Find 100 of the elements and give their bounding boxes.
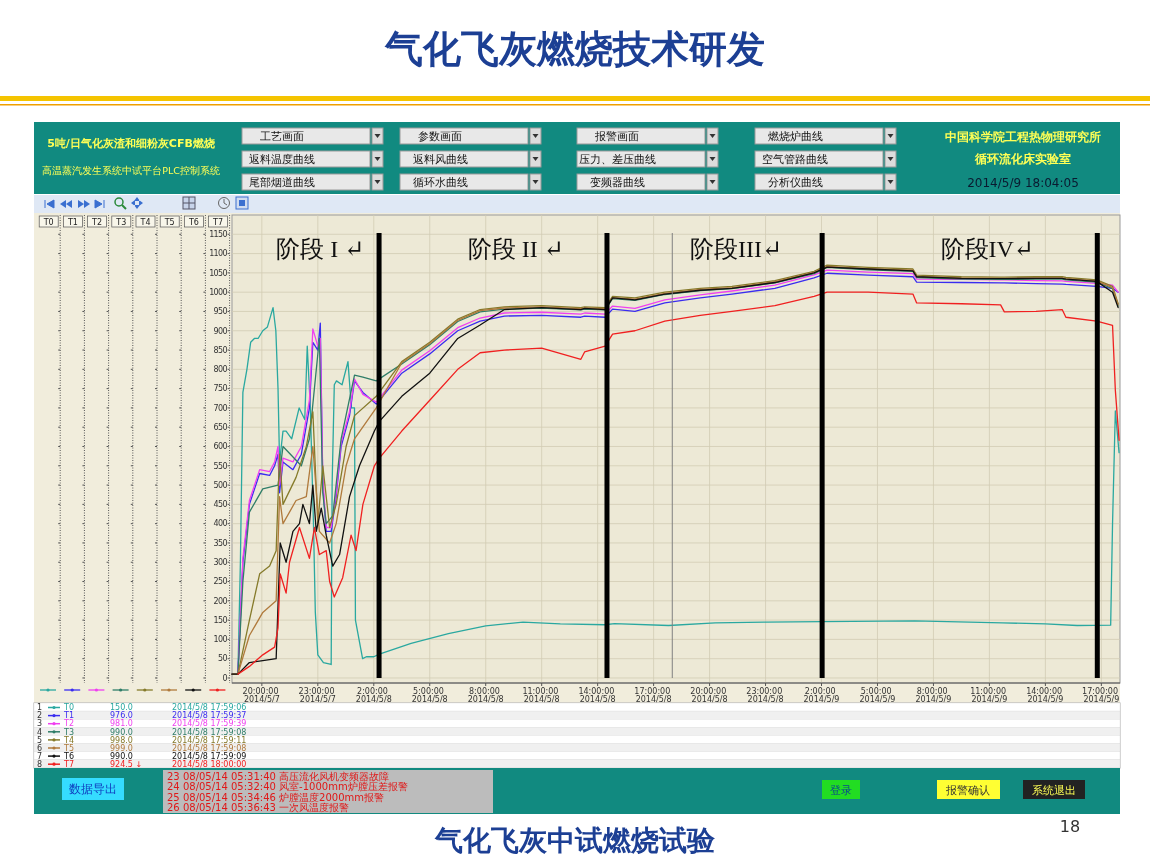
y-tick-label: 0 (222, 673, 228, 683)
x-tick-label: 20:00:00 2014/5/8 (690, 687, 729, 704)
text: 981.0 (110, 719, 133, 729)
y-tick-label: 850 (213, 345, 228, 355)
text: 系统退出 (1032, 784, 1076, 796)
legend-label: T6 (63, 751, 74, 761)
y-tick-label: 300 (213, 558, 228, 568)
text: 压力、差压曲线 (578, 153, 656, 165)
legend-label: T3 (63, 727, 74, 737)
text: 变频器曲线 (589, 176, 645, 188)
text: 999.0 (110, 743, 133, 753)
text: 5 (37, 735, 43, 745)
y-tick-label: 800 (213, 365, 228, 375)
x-tick-label: 8:00:00 2014/5/8 (467, 687, 504, 704)
legend-label: T4 (63, 735, 74, 745)
text: 4 (37, 727, 43, 737)
text: 循环流化床实验室 (974, 152, 1071, 166)
y-tick-label: 550 (213, 461, 228, 471)
text: T3 (116, 217, 127, 227)
y-tick-label: 650 (213, 423, 228, 432)
text: 25 08/05/14 05:34:46 炉膛温度2000mm报警 (167, 791, 385, 803)
y-tick-label: 50 (218, 654, 228, 664)
text: 2 (37, 711, 43, 721)
text: 2014/5/8 17:59:39 (172, 719, 247, 729)
text: 工艺画面 (260, 130, 304, 142)
text: 990.0 (110, 751, 133, 761)
legend-label: T0 (63, 703, 74, 713)
text: 23 08/05/14 05:31:40 高压流化风机变频器故障 (167, 771, 390, 782)
text: 6 (37, 743, 43, 753)
x-tick-label: 20:00:00 2014/5/7 (242, 687, 282, 704)
text: 998.0 (110, 735, 133, 745)
text: T2 (92, 217, 103, 227)
x-tick-label: 5:00:00 2014/5/9 (859, 687, 896, 704)
text: 登录 (830, 784, 852, 796)
y-tick-label: 200 (213, 596, 228, 606)
x-tick-label: 14:00:00 2014/5/9 (1026, 687, 1065, 704)
x-tick-label: 23:00:00 2014/5/7 (298, 687, 338, 704)
x-tick-label: 17:00:00 2014/5/8 (634, 687, 673, 704)
y-tick-label: 900 (213, 326, 228, 336)
text: 气化飞灰中试燃烧试验 (434, 824, 716, 857)
text: 2014/5/9 18:04:05 (967, 176, 1079, 190)
text: 分析仪曲线 (767, 176, 823, 188)
y-tick-label: 600 (213, 442, 228, 452)
text: 990.0 (110, 727, 133, 737)
text: T6 (188, 217, 199, 227)
x-tick-label: 5:00:00 2014/5/8 (411, 687, 448, 704)
text: 2014/5/8 17:59:06 (172, 703, 247, 713)
text: 尾部烟道曲线 (249, 176, 315, 188)
text: T4 (140, 217, 151, 227)
text: 2014/5/8 17:59:09 (172, 751, 247, 761)
text: 中国科学院工程热物理研究所 (945, 130, 1101, 144)
text: 燃烧炉曲线 (767, 130, 823, 142)
text: 空气管路曲线 (762, 153, 828, 165)
y-tick-label: 1100 (209, 249, 228, 259)
text: T1 (67, 217, 78, 227)
text: 返料风曲线 (412, 153, 468, 165)
x-tick-label: 11:00:00 2014/5/8 (522, 687, 561, 704)
legend-label: T2 (63, 719, 74, 729)
y-tick-label: 400 (213, 519, 228, 529)
text: 报警确认 (945, 784, 990, 796)
y-tick-label: 250 (213, 577, 228, 587)
ref-line-label: 阶段III↵ (690, 236, 783, 262)
y-tick-label: 1150 (209, 230, 228, 240)
x-tick-label: 17:00:00 2014/5/9 (1082, 687, 1121, 704)
text: 2014/5/8 17:59:11 (172, 735, 247, 745)
text: T7 (213, 217, 224, 227)
legend-label: T1 (63, 711, 74, 721)
text: 报警画面 (594, 130, 639, 142)
x-tick-label: 2:00:00 2014/5/8 (355, 687, 392, 704)
x-tick-label: 11:00:00 2014/5/9 (970, 687, 1009, 704)
text: 7 (37, 751, 43, 761)
text: 返料温度曲线 (249, 153, 315, 165)
ref-line-label: 阶段IV↵ (940, 236, 1034, 262)
y-tick-label: 500 (213, 480, 228, 490)
text: 1 (37, 703, 43, 713)
chart-title: 气化飞灰燃烧技术研发 (384, 27, 765, 71)
text: 976.0 (110, 711, 133, 721)
ref-line-label: 阶段 II ↵ (467, 236, 564, 262)
y-tick-label: 350 (213, 538, 228, 548)
ref-line-label: 阶段 I ↵ (276, 236, 365, 262)
text: 高温蒸汽发生系统中试平台PLC控制系统 (42, 165, 220, 176)
y-tick-label: 100 (213, 635, 228, 645)
x-tick-label: 2:00:00 2014/5/9 (803, 687, 840, 704)
x-tick-label: 23:00:00 2014/5/8 (746, 687, 785, 704)
text: 24 08/05/14 05:32:40 风室-1000mm炉膛压差报警 (167, 781, 408, 793)
text: 2014/5/8 18:00:00 (172, 759, 247, 769)
legend-label: T5 (63, 743, 74, 753)
text: 参数画面 (418, 130, 462, 142)
y-tick-label: 150 (213, 615, 228, 625)
y-tick-label: 750 (213, 384, 228, 394)
text: 150.0 (110, 703, 133, 713)
legend-label: T7 (63, 759, 74, 769)
y-tick-label: 450 (213, 500, 228, 510)
text: 924.5 ↓ (110, 759, 143, 769)
text: 3 (37, 719, 43, 729)
x-tick-label: 14:00:00 2014/5/8 (578, 687, 617, 704)
text: 18 (1059, 817, 1081, 836)
text: T0 (43, 217, 54, 227)
y-tick-label: 1000 (209, 287, 228, 297)
text: 循环水曲线 (412, 176, 468, 188)
